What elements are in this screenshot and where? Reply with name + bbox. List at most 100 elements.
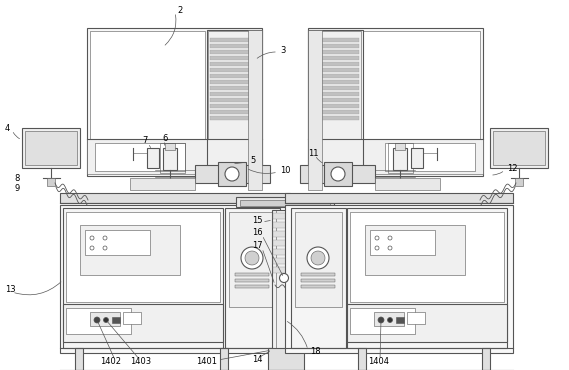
Bar (347, 208, 507, 348)
Circle shape (375, 246, 379, 250)
Bar (313, 80, 359, 84)
Bar (123, 312, 141, 324)
Bar (63, 304, 223, 342)
Text: 6: 6 (162, 134, 167, 142)
Bar (350, 212, 504, 302)
Text: 15: 15 (252, 215, 262, 225)
Text: 5: 5 (250, 155, 255, 165)
Bar (90, 31, 205, 139)
Text: 3: 3 (280, 46, 286, 54)
Bar (95, 143, 185, 171)
Circle shape (307, 247, 329, 269)
Bar (313, 110, 359, 114)
Bar (308, 30, 322, 190)
Text: 8: 8 (14, 174, 19, 182)
Bar (313, 86, 359, 90)
Text: 16: 16 (252, 228, 263, 236)
Bar (515, 178, 523, 186)
Circle shape (378, 317, 384, 323)
Bar (210, 50, 256, 54)
Bar (112, 317, 120, 323)
Bar (210, 38, 256, 42)
Bar (210, 62, 256, 66)
Bar (160, 143, 185, 173)
Bar (273, 240, 299, 246)
Bar (365, 225, 465, 275)
Text: 13: 13 (5, 286, 15, 295)
Bar (66, 212, 220, 302)
Bar (272, 210, 300, 350)
Bar (210, 68, 256, 72)
Circle shape (94, 317, 100, 323)
Bar (313, 104, 359, 108)
Circle shape (331, 167, 345, 181)
Bar (210, 92, 256, 96)
Bar (60, 193, 290, 203)
Bar (313, 98, 359, 102)
Circle shape (103, 236, 107, 240)
Circle shape (388, 236, 392, 240)
Bar (63, 208, 223, 348)
Bar (85, 230, 150, 255)
Bar (210, 44, 256, 48)
Text: 4: 4 (5, 124, 10, 132)
Bar (301, 279, 335, 282)
Bar (229, 212, 276, 307)
Bar (208, 31, 258, 139)
Text: 12: 12 (507, 164, 517, 172)
Bar (493, 131, 545, 165)
Bar (374, 312, 404, 326)
Bar (90, 312, 120, 326)
Bar (66, 308, 131, 334)
Bar (273, 213, 299, 219)
Bar (301, 285, 335, 288)
Bar (313, 50, 359, 54)
Bar (210, 104, 256, 108)
Bar (358, 348, 366, 370)
Bar (75, 348, 83, 370)
Bar (313, 56, 359, 60)
Bar (313, 38, 359, 42)
Bar (240, 200, 330, 206)
Bar (87, 139, 262, 174)
Bar (311, 31, 361, 139)
Text: 11: 11 (308, 148, 319, 158)
Bar (363, 31, 480, 139)
Circle shape (279, 273, 288, 283)
Bar (22, 128, 80, 168)
Text: 1402: 1402 (100, 357, 121, 367)
Bar (308, 139, 483, 174)
Text: 10: 10 (280, 165, 291, 175)
Bar (210, 80, 256, 84)
Bar (87, 28, 262, 176)
Bar (60, 205, 290, 353)
Bar (313, 62, 359, 66)
Bar (235, 273, 269, 276)
Bar (347, 304, 507, 342)
Bar (388, 143, 413, 173)
Bar (407, 312, 425, 324)
Bar (47, 178, 55, 186)
Bar (273, 231, 299, 237)
Text: 17: 17 (252, 242, 263, 250)
Circle shape (225, 167, 239, 181)
Text: 1401: 1401 (196, 357, 217, 367)
Bar (313, 74, 359, 78)
Bar (291, 208, 346, 348)
Bar (210, 116, 256, 120)
Bar (313, 92, 359, 96)
Bar (393, 148, 407, 170)
Text: 7: 7 (142, 135, 147, 145)
Text: 1404: 1404 (368, 357, 389, 367)
Text: 1403: 1403 (130, 357, 151, 367)
Bar (295, 212, 342, 307)
Bar (370, 230, 435, 255)
Bar (218, 162, 246, 186)
Bar (395, 143, 405, 150)
Circle shape (90, 246, 94, 250)
Bar (130, 178, 195, 190)
Circle shape (103, 246, 107, 250)
Bar (268, 348, 304, 370)
Text: 9: 9 (14, 184, 19, 192)
Bar (396, 317, 404, 323)
